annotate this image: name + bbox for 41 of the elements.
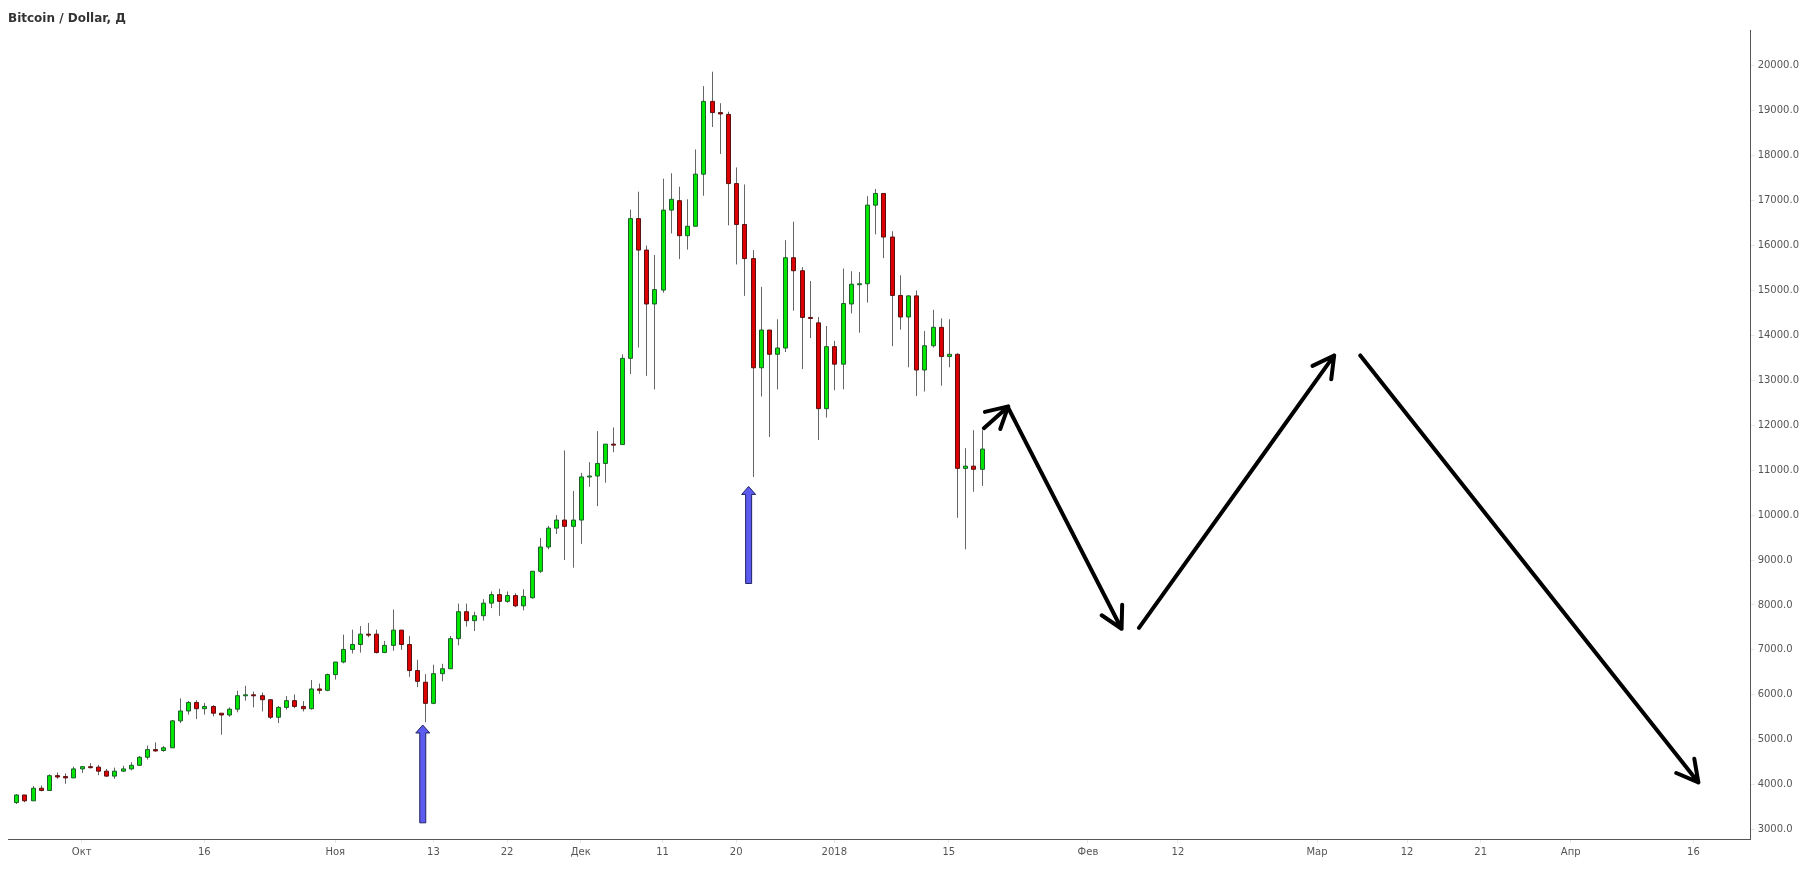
chart-title: Bitcoin / Dollar, Д xyxy=(8,11,126,26)
y-tick-label: 6000.0 xyxy=(1757,688,1793,700)
y-tick-label: 9000.0 xyxy=(1757,553,1793,565)
x-tick-label: Ноя xyxy=(325,845,346,857)
y-tick-label: 10000.0 xyxy=(1757,508,1800,520)
candlestick xyxy=(832,340,837,391)
y-tick-label: 17000.0 xyxy=(1757,194,1800,206)
x-tick-label: 2018 xyxy=(821,845,848,857)
x-tick-label: Апр xyxy=(1560,845,1581,857)
y-tick-label: 19000.0 xyxy=(1757,104,1800,116)
y-tick-label: 12000.0 xyxy=(1757,418,1800,430)
x-tick-label: Фев xyxy=(1077,845,1099,857)
x-tick-label: 15 xyxy=(942,845,956,857)
x-tick-label: Окт xyxy=(71,845,92,857)
candlestick xyxy=(415,659,420,688)
x-tick-label: Мар xyxy=(1306,845,1328,857)
candlestick xyxy=(350,629,355,654)
y-tick-label: 16000.0 xyxy=(1757,239,1800,251)
x-tick-label: Дек xyxy=(570,845,591,857)
y-tick-label: 7000.0 xyxy=(1757,643,1793,655)
y-tick-label: 13000.0 xyxy=(1757,373,1800,385)
y-tick-label: 15000.0 xyxy=(1757,284,1800,296)
y-tick-label: 3000.0 xyxy=(1757,823,1793,835)
x-tick-label: 13 xyxy=(427,845,440,857)
x-tick-label: 16 xyxy=(1687,845,1700,857)
candlestick xyxy=(497,588,502,617)
y-tick-label: 5000.0 xyxy=(1757,733,1793,745)
y-tick-label: 8000.0 xyxy=(1757,598,1793,610)
y-tick-label: 20000.0 xyxy=(1757,59,1800,71)
y-tick-label: 11000.0 xyxy=(1757,463,1800,475)
x-tick-label: 22 xyxy=(500,845,514,857)
x-tick-label: 21 xyxy=(1474,845,1488,857)
x-tick-label: 11 xyxy=(656,845,669,857)
y-tick-label: 4000.0 xyxy=(1757,778,1793,790)
x-tick-label: 16 xyxy=(197,845,211,857)
x-tick-label: 20 xyxy=(729,845,743,857)
candlestick xyxy=(235,690,240,713)
y-tick-label: 14000.0 xyxy=(1757,329,1800,341)
x-tick-label: 12 xyxy=(1171,845,1185,857)
x-tick-label: 12 xyxy=(1400,845,1414,857)
y-tick-label: 18000.0 xyxy=(1757,149,1800,161)
